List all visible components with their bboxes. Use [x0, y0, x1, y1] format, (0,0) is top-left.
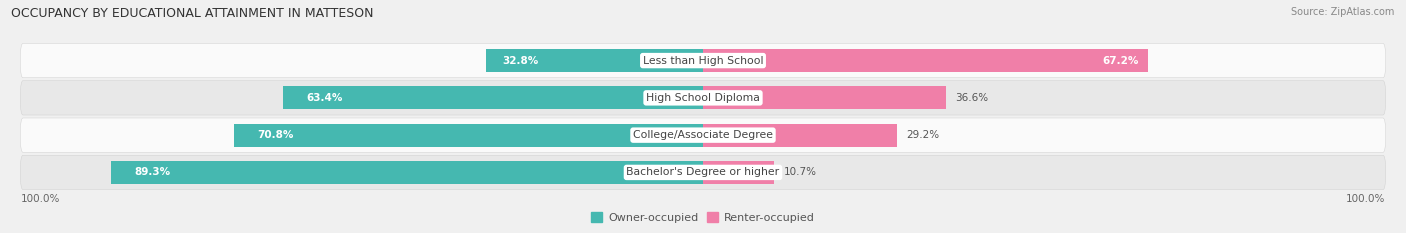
Text: 89.3%: 89.3% [135, 168, 170, 177]
Text: Bachelor's Degree or higher: Bachelor's Degree or higher [627, 168, 779, 177]
Bar [485, 49, 703, 72]
FancyBboxPatch shape [20, 155, 1386, 190]
Text: 63.4%: 63.4% [307, 93, 342, 103]
Text: 10.7%: 10.7% [785, 168, 817, 177]
Text: OCCUPANCY BY EDUCATIONAL ATTAINMENT IN MATTESON: OCCUPANCY BY EDUCATIONAL ATTAINMENT IN M… [11, 7, 374, 20]
FancyBboxPatch shape [20, 81, 1386, 115]
FancyBboxPatch shape [20, 43, 1386, 78]
Bar [283, 86, 703, 110]
Text: College/Associate Degree: College/Associate Degree [633, 130, 773, 140]
Bar [703, 123, 897, 147]
Text: 36.6%: 36.6% [956, 93, 988, 103]
Legend: Owner-occupied, Renter-occupied: Owner-occupied, Renter-occupied [586, 208, 820, 227]
Bar [233, 123, 703, 147]
Text: 70.8%: 70.8% [257, 130, 294, 140]
Text: High School Diploma: High School Diploma [647, 93, 759, 103]
Bar [111, 161, 703, 184]
Text: Less than High School: Less than High School [643, 56, 763, 65]
Bar [703, 86, 946, 110]
Bar [703, 161, 773, 184]
Text: 29.2%: 29.2% [907, 130, 939, 140]
Text: 32.8%: 32.8% [502, 56, 538, 65]
Bar [703, 49, 1149, 72]
Text: Source: ZipAtlas.com: Source: ZipAtlas.com [1291, 7, 1395, 17]
Text: 67.2%: 67.2% [1102, 56, 1139, 65]
FancyBboxPatch shape [20, 118, 1386, 152]
